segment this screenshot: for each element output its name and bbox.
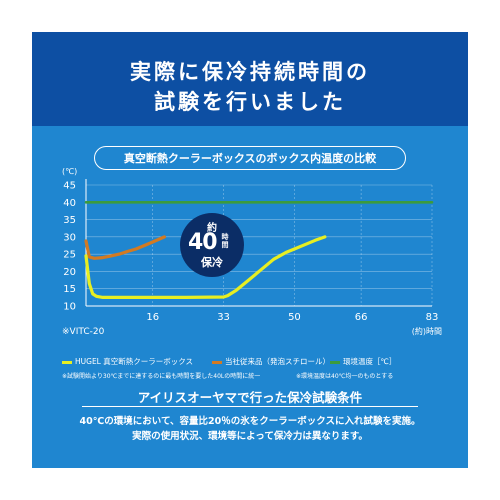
y-tick-label: 35: [63, 215, 76, 226]
y-tick-label: 15: [63, 284, 76, 295]
badge-unit: 時間: [221, 233, 229, 249]
y-tick-label: 40: [63, 198, 76, 209]
badge-number: 40: [188, 230, 218, 255]
conditions-divider: [82, 406, 418, 407]
conditions-title: アイリスオーヤマで行った保冷試験条件: [137, 390, 363, 405]
footnote-left: ※試験開始より30℃までに達するのに最も時間を要した40Lの時間に統一: [62, 373, 261, 380]
x-tick-label: 83: [426, 312, 439, 323]
retention-badge: 約 40 時間 保冷: [180, 213, 244, 277]
legend-item-ambient: 環境温度［℃］: [330, 356, 396, 367]
title-line-2: 試験を行いました: [154, 90, 346, 114]
title-line-1: 実際に保冷持続時間の: [130, 60, 370, 84]
badge-suffix: 保冷: [201, 256, 223, 269]
y-tick-label: 45: [63, 181, 76, 192]
infographic-panel: 実際に保冷持続時間の 試験を行いました 真空断熱クーラーボックスのボックス内温度…: [32, 32, 468, 468]
legend-label-ambient: 環境温度［℃］: [343, 357, 397, 366]
conditions-line-2: 実際の使用状況、環境等によって保冷力は異なります。: [132, 431, 368, 442]
legend-item-conventional: 当社従来品（発泡スチロール）: [212, 356, 330, 367]
chart-caption-pill: 真空断熱クーラーボックスのボックス内温度の比較: [94, 146, 406, 170]
footnote-right: ※環境温度は40℃均一のものとする: [296, 373, 394, 380]
badge-prefix: 約: [207, 223, 217, 234]
model-label: ※VITC-20: [62, 327, 105, 337]
x-tick-label: 50: [288, 312, 301, 323]
chart-series: [84, 201, 434, 299]
x-tick-label: 16: [146, 312, 159, 323]
legend-label-conventional: 当社従来品（発泡スチロール）: [225, 357, 330, 366]
legend-item-hugel: HUGEL 真空断熱クーラーボックス: [62, 356, 193, 367]
x-tick-label: 66: [355, 312, 368, 323]
chart-axes: [85, 179, 432, 307]
conditions-line-1: 40℃の環境において、容量比20％の氷をクーラーボックスに入れ試験を実施。: [79, 416, 421, 427]
y-axis-unit: (℃): [62, 167, 77, 176]
header-banner: 実際に保冷持続時間の 試験を行いました: [32, 32, 468, 126]
y-tick-label: 25: [63, 250, 76, 261]
temperature-chart: 10 15 20 25 30 35 40 45 16 33 50 66 83 (℃) (約)時間 ※VITC-…: [62, 167, 442, 337]
legend-label-hugel: HUGEL 真空断熱クーラーボックス: [75, 357, 194, 366]
x-tick-label: 33: [217, 312, 230, 323]
y-tick-label: 20: [63, 267, 76, 278]
chart-caption: 真空断熱クーラーボックスのボックス内温度の比較: [123, 152, 377, 165]
y-tick-label: 10: [63, 302, 76, 313]
legend-swatch-conventional: [212, 360, 222, 364]
legend-swatch-hugel: [62, 360, 72, 364]
legend-swatch-ambient: [330, 360, 340, 364]
x-axis-unit: (約)時間: [412, 326, 442, 336]
chart-labels: 10 15 20 25 30 35 40 45 16 33 50 66 83 (℃) (約)時間 ※VITC-…: [62, 167, 442, 337]
series-line-conventional: [84, 235, 166, 260]
y-tick-label: 30: [63, 232, 76, 243]
series-line-hugel: [84, 235, 327, 299]
